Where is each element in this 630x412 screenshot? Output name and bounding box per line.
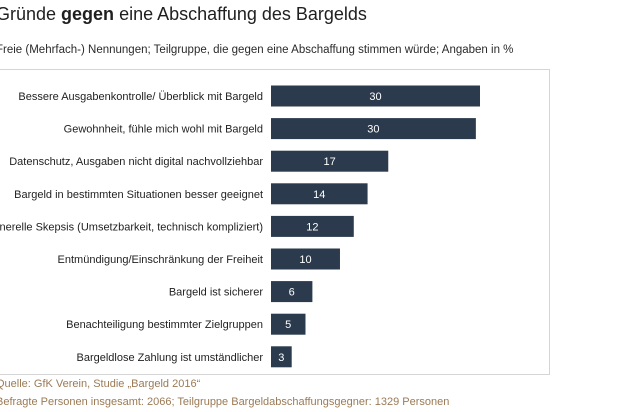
category-label: Benachteiligung bestimmter Zielgruppen xyxy=(66,319,263,331)
title-pre: Gründe xyxy=(0,4,62,24)
bar-value-label: 6 xyxy=(289,287,295,299)
category-label: Entmündigung/Einschränkung der Freiheit xyxy=(58,254,263,266)
chart-title: Gründe gegen eine Abschaffung des Bargel… xyxy=(0,3,367,25)
category-label: Generelle Skepsis (Umsetzbarkeit, techni… xyxy=(0,221,263,233)
bar-value-label: 30 xyxy=(367,124,379,136)
bar-value-label: 30 xyxy=(369,91,381,103)
chart-subtitle: Freie (Mehrfach-) Nennungen; Teilgruppe,… xyxy=(0,44,514,56)
bar-value-label: 17 xyxy=(324,156,336,168)
bar xyxy=(271,281,313,303)
title-post: eine Abschaffung des Bargelds xyxy=(114,4,367,24)
category-label: Datenschutz, Ausgaben nicht digital nach… xyxy=(9,156,263,168)
bar xyxy=(271,150,389,172)
bar-value-label: 3 xyxy=(278,352,284,364)
bar xyxy=(271,215,354,237)
bar xyxy=(271,248,340,270)
sample-note: Befragte Personen insgesamt: 2066; Teilg… xyxy=(0,396,450,408)
title-emphasis: gegen xyxy=(61,4,115,24)
bar-value-label: 5 xyxy=(285,319,291,331)
bar-value-label: 14 xyxy=(313,189,325,201)
chart-frame xyxy=(0,69,550,375)
bar xyxy=(271,85,480,107)
bar xyxy=(271,313,306,335)
category-label: Bargeld in bestimmten Situationen besser… xyxy=(14,189,263,201)
source-note: Quelle: GfK Verein, Studie „Bargeld 2016… xyxy=(0,378,201,390)
bar-chart: Bessere Ausgabenkontrolle/ Überblick mit… xyxy=(0,85,480,368)
category-label: Bessere Ausgabenkontrolle/ Überblick mit… xyxy=(18,91,263,103)
bar-value-label: 12 xyxy=(306,221,318,233)
bar xyxy=(271,183,368,205)
category-label: Bargeld ist sicherer xyxy=(169,287,263,299)
category-label: Gewohnheit, fühle mich wohl mit Bargeld xyxy=(64,124,263,136)
category-label: Bargeldlose Zahlung ist umständlicher xyxy=(77,352,264,364)
bar xyxy=(271,346,292,368)
bar-value-label: 10 xyxy=(299,254,311,266)
bar xyxy=(271,118,476,140)
